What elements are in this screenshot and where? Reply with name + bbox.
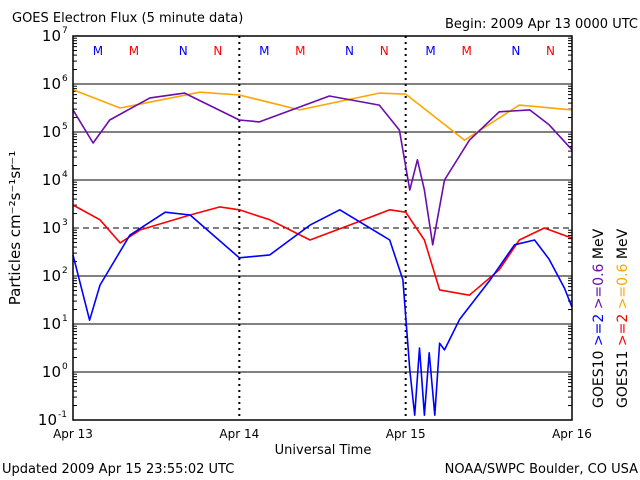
y-tick-label: 10	[42, 123, 61, 141]
y-tick-exponent: 2	[62, 266, 68, 276]
y-tick-label: 10	[42, 27, 61, 45]
x-tick-label: Apr 15	[386, 427, 426, 441]
mn-marker: N	[213, 44, 222, 58]
y-tick-exponent: 1	[62, 314, 68, 324]
legend-goes11: GOES11 >=2 >=0.6 MeV	[615, 228, 631, 408]
mn-marker: M	[259, 44, 269, 58]
updated-timestamp: Updated 2009 Apr 15 23:55:02 UTC	[2, 462, 234, 477]
series-group	[72, 89, 573, 417]
mn-marker: N	[179, 44, 188, 58]
mn-marker: N	[380, 44, 389, 58]
y-tick-exponent: 6	[62, 74, 68, 84]
x-tick-label: Apr 13	[53, 427, 93, 441]
x-tick-label: Apr 16	[552, 427, 592, 441]
y-tick-exponent: -1	[58, 410, 67, 420]
mn-marker: M	[425, 44, 435, 58]
mn-marker: M	[129, 44, 139, 58]
x-axis-label: Universal Time	[275, 443, 372, 458]
series-line-goes11-2-mev	[72, 204, 573, 297]
plot-frame	[72, 35, 573, 421]
x-tick-labels: Apr 13 Apr 14 Apr 15 Apr 16	[53, 427, 592, 441]
legend-goes10: GOES10 >=2 >=0.6 MeV	[591, 228, 607, 408]
y-axis-label: Particles cm⁻²s⁻¹sr⁻¹	[6, 151, 24, 305]
mn-marker: N	[511, 44, 520, 58]
y-tick-label: 10	[42, 171, 61, 189]
y-tick-exponent: 0	[62, 362, 68, 372]
y-tick-exponent: 7	[62, 26, 68, 36]
y-tick-label: 10	[38, 411, 57, 429]
y-tick-exponent: 5	[62, 122, 68, 132]
mn-marker: N	[546, 44, 555, 58]
y-tick-label: 10	[42, 267, 61, 285]
y-tick-label: 10	[42, 315, 61, 333]
legend: GOES10 >=2 >=0.6 MeV GOES11 >=2 >=0.6 MeV	[591, 228, 631, 408]
y-tick-exponent: 4	[62, 170, 68, 180]
grid	[73, 36, 572, 420]
mn-marker: M	[295, 44, 305, 58]
series-line-goes10-0-6-mev	[72, 92, 573, 246]
y-tick-label: 10	[42, 363, 61, 381]
begin-label: Begin: 2009 Apr 13 0000 UTC	[445, 17, 638, 32]
series-line-goes11-0-6-mev	[72, 89, 573, 141]
credit-label: NOAA/SWPC Boulder, CO USA	[445, 462, 638, 477]
y-tick-label: 10	[42, 219, 61, 237]
mn-marker: M	[461, 44, 471, 58]
y-tick-label: 10	[42, 75, 61, 93]
series-line-goes10-2-mev	[72, 209, 573, 417]
chart-title: GOES Electron Flux (5 minute data)	[12, 11, 243, 26]
x-tick-label: Apr 14	[219, 427, 259, 441]
y-tick-exponent: 3	[62, 218, 68, 228]
mn-marker: N	[345, 44, 354, 58]
mn-marker: M	[93, 44, 103, 58]
